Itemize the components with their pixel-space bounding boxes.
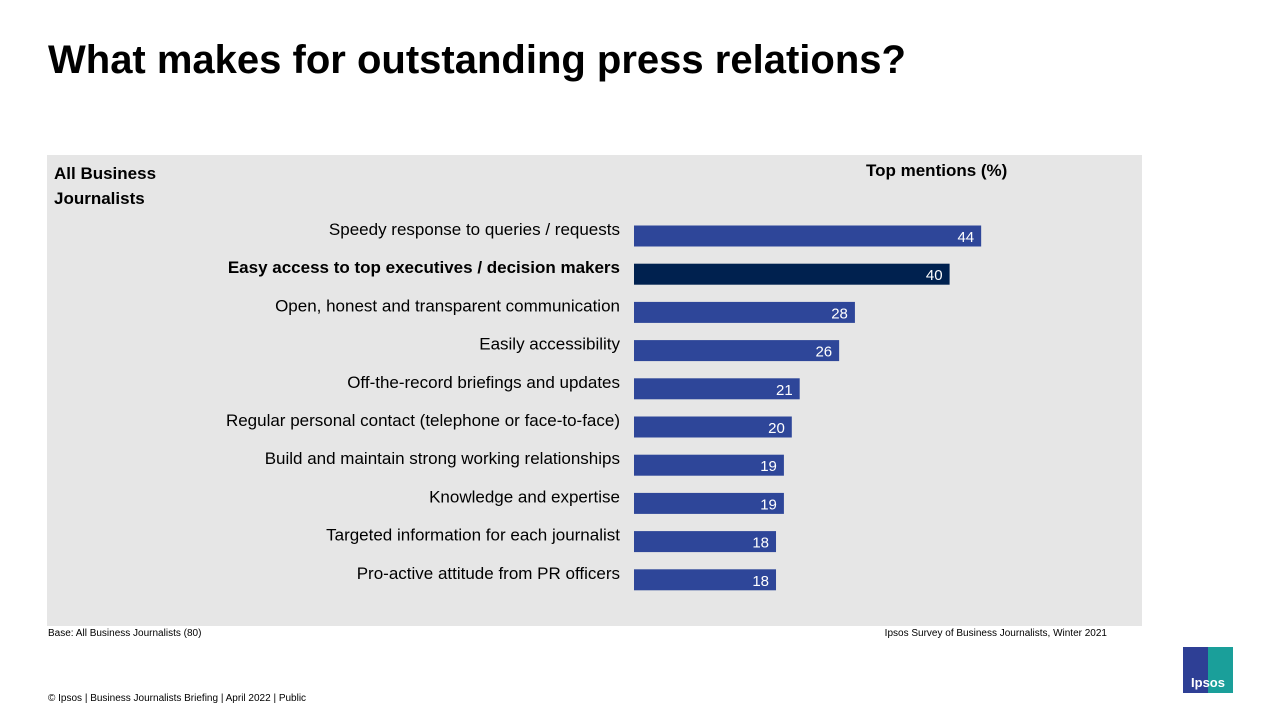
source-note: Ipsos Survey of Business Journalists, Wi… [884,628,1107,639]
category-label: Off-the-record briefings and updates [347,373,620,392]
category-label: Easy access to top executives / decision… [228,258,620,277]
data-label: 19 [760,458,777,475]
bar [634,569,777,591]
data-label: 28 [831,305,848,322]
category-label: Build and maintain strong working relati… [265,449,620,468]
bar [634,531,777,553]
ipsos-logo: Ipsos [1183,647,1233,693]
category-label: Pro-active attitude from PR officers [357,564,620,583]
data-label: 44 [957,229,974,246]
category-label: Open, honest and transparent communicati… [275,296,620,315]
data-label: 40 [926,267,943,284]
bar [634,263,950,285]
bar [634,378,800,400]
data-label: 26 [815,344,832,361]
segment-label: All Business Journalists [54,164,157,208]
bar [634,301,855,323]
data-label: 21 [776,382,793,399]
data-label: 20 [768,420,785,437]
logo-text: Ipsos [1191,675,1225,690]
bar [634,416,792,438]
category-label: Targeted information for each journalist [326,526,620,545]
bar [634,454,784,476]
category-label: Regular personal contact (telephone or f… [226,411,620,430]
category-label: Knowledge and expertise [429,487,620,506]
bar [634,340,840,362]
bar [634,225,982,247]
data-label: 18 [752,535,769,552]
slide-title: What makes for outstanding press relatio… [48,38,906,82]
category-label: Speedy response to queries / requests [329,220,620,239]
base-note: Base: All Business Journalists (80) [48,628,202,639]
category-label: Easily accessibility [479,335,620,354]
value-axis-label: Top mentions (%) [866,161,1008,180]
data-label: 18 [752,573,769,590]
copyright-footer: © Ipsos | Business Journalists Briefing … [48,693,307,704]
data-label: 19 [760,496,777,513]
bar [634,492,784,514]
